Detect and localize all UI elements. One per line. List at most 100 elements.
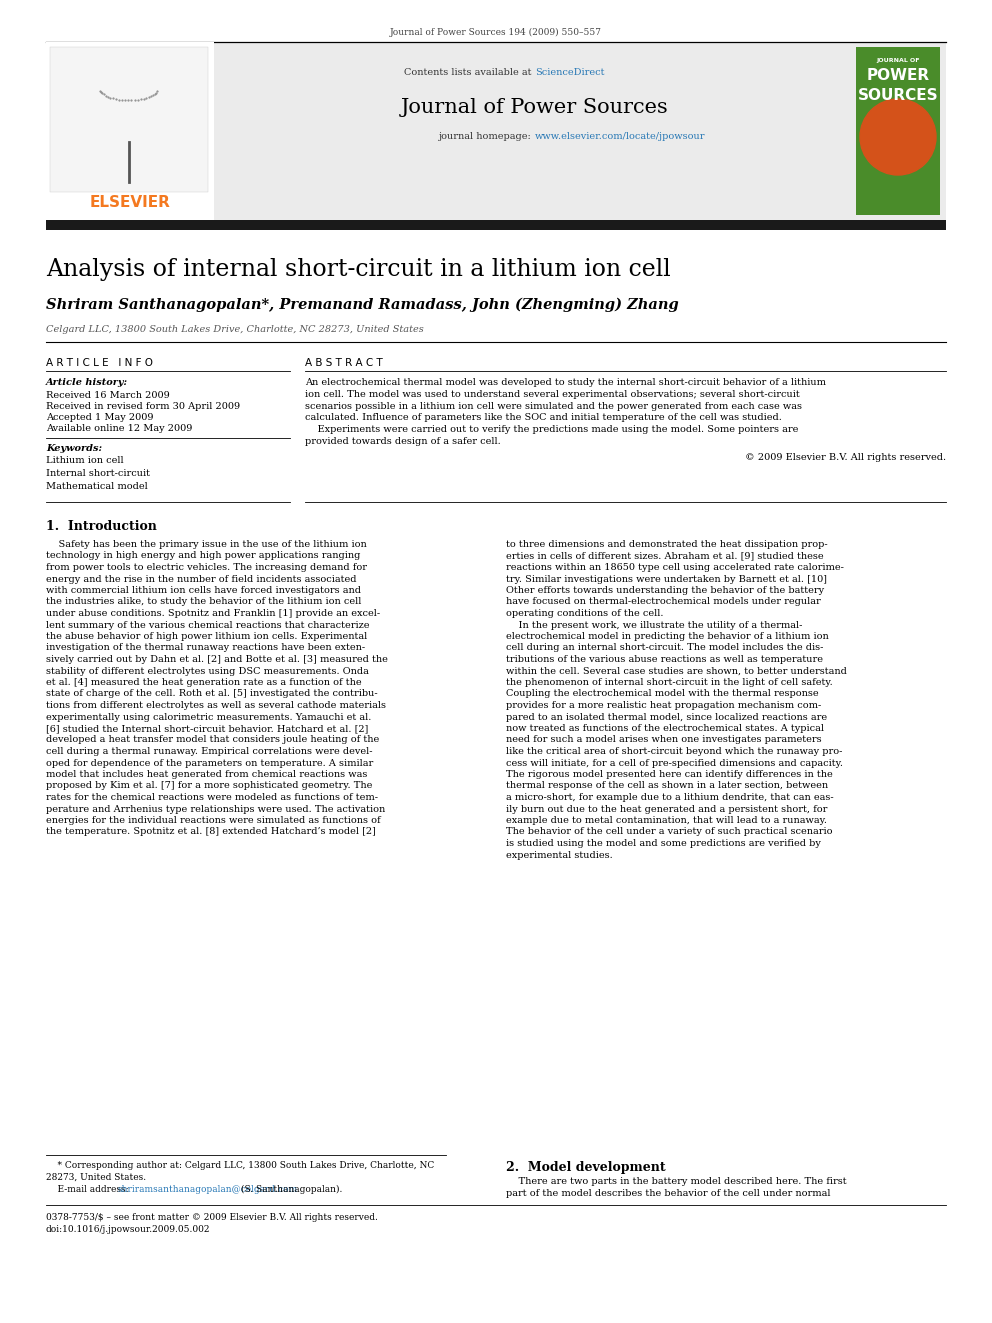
Point [147, 83, 163, 105]
Text: the temperature. Spotnitz et al. [8] extended Hatchard’s model [2]: the temperature. Spotnitz et al. [8] ext… [46, 827, 376, 836]
Point [149, 82, 165, 103]
Point [100, 86, 116, 107]
Text: sively carried out by Dahn et al. [2] and Botte et al. [3] measured the: sively carried out by Dahn et al. [2] an… [46, 655, 388, 664]
Text: Celgard LLC, 13800 South Lakes Drive, Charlotte, NC 28273, United States: Celgard LLC, 13800 South Lakes Drive, Ch… [46, 325, 424, 333]
Text: Mathematical model: Mathematical model [46, 482, 148, 491]
Point [143, 86, 159, 107]
Text: like the critical area of short-circuit beyond which the runaway pro-: like the critical area of short-circuit … [506, 747, 842, 755]
Text: Keywords:: Keywords: [46, 445, 102, 452]
Text: Safety has been the primary issue in the use of the lithium ion: Safety has been the primary issue in the… [46, 540, 367, 549]
Text: 0378-7753/$ – see front matter © 2009 Elsevier B.V. All rights reserved.: 0378-7753/$ – see front matter © 2009 El… [46, 1213, 378, 1222]
Point [145, 85, 161, 106]
Text: ELSEVIER: ELSEVIER [89, 194, 171, 210]
Text: ScienceDirect: ScienceDirect [535, 67, 604, 77]
Point [141, 86, 157, 107]
Text: Coupling the electrochemical model with the thermal response: Coupling the electrochemical model with … [506, 689, 818, 699]
Point [117, 90, 133, 111]
Point [136, 89, 152, 110]
Text: et al. [4] measured the heat generation rate as a function of the: et al. [4] measured the heat generation … [46, 677, 362, 687]
Text: energies for the individual reactions were simulated as functions of: energies for the individual reactions we… [46, 816, 381, 826]
Point [108, 89, 124, 110]
Text: 1.  Introduction: 1. Introduction [46, 520, 157, 533]
Text: Journal of Power Sources 194 (2009) 550–557: Journal of Power Sources 194 (2009) 550–… [390, 28, 602, 37]
Point [133, 89, 149, 110]
Text: doi:10.1016/j.jpowsour.2009.05.002: doi:10.1016/j.jpowsour.2009.05.002 [46, 1225, 210, 1234]
Text: Accepted 1 May 2009: Accepted 1 May 2009 [46, 413, 154, 422]
Text: A B S T R A C T: A B S T R A C T [305, 359, 383, 368]
Text: electrochemical model in predicting the behavior of a lithium ion: electrochemical model in predicting the … [506, 632, 828, 642]
Text: Available online 12 May 2009: Available online 12 May 2009 [46, 423, 192, 433]
Text: the abuse behavior of high power lithium ion cells. Experimental: the abuse behavior of high power lithium… [46, 632, 367, 642]
Text: provides for a more realistic heat propagation mechanism com-: provides for a more realistic heat propa… [506, 701, 821, 710]
Text: The behavior of the cell under a variety of such practical scenario: The behavior of the cell under a variety… [506, 827, 832, 836]
Text: * Corresponding author at: Celgard LLC, 13800 South Lakes Drive, Charlotte, NC: * Corresponding author at: Celgard LLC, … [46, 1162, 434, 1170]
Text: An electrochemical thermal model was developed to study the internal short-circu: An electrochemical thermal model was dev… [305, 378, 826, 388]
Text: Article history:: Article history: [46, 378, 128, 388]
Text: journal homepage:: journal homepage: [439, 132, 535, 142]
Text: Contents lists available at: Contents lists available at [405, 67, 535, 77]
Text: (S. Santhanagopalan).: (S. Santhanagopalan). [238, 1185, 342, 1195]
Text: thermal response of the cell as shown in a later section, between: thermal response of the cell as shown in… [506, 782, 828, 791]
Text: the industries alike, to study the behavior of the lithium ion cell: the industries alike, to study the behav… [46, 598, 361, 606]
Point [93, 81, 109, 102]
Text: ily burn out due to the heat generated and a persistent short, for: ily burn out due to the heat generated a… [506, 804, 827, 814]
Text: need for such a model arises when one investigates parameters: need for such a model arises when one in… [506, 736, 821, 745]
Text: experimental studies.: experimental studies. [506, 851, 613, 860]
Point [94, 82, 110, 103]
Point [102, 87, 118, 108]
Point [105, 87, 121, 108]
Bar [856, 48, 940, 216]
Text: pared to an isolated thermal model, since localized reactions are: pared to an isolated thermal model, sinc… [506, 713, 827, 721]
Text: shriramsanthanagopalan@celgard.com: shriramsanthanagopalan@celgard.com [117, 1185, 298, 1193]
Text: technology in high energy and high power applications ranging: technology in high energy and high power… [46, 552, 360, 561]
Text: state of charge of the cell. Roth et al. [5] investigated the contribu-: state of charge of the cell. Roth et al.… [46, 689, 378, 699]
Point [111, 89, 127, 110]
Point [130, 90, 146, 111]
Point [114, 90, 130, 111]
Text: scenarios possible in a lithium ion cell were simulated and the power generated : scenarios possible in a lithium ion cell… [305, 402, 802, 410]
Text: erties in cells of different sizes. Abraham et al. [9] studied these: erties in cells of different sizes. Abra… [506, 552, 823, 561]
Point [92, 79, 108, 101]
Point [127, 90, 143, 111]
Text: from power tools to electric vehicles. The increasing demand for: from power tools to electric vehicles. T… [46, 564, 367, 572]
Text: tions from different electrolytes as well as several cathode materials: tions from different electrolytes as wel… [46, 701, 386, 710]
Text: cell during an internal short-circuit. The model includes the dis-: cell during an internal short-circuit. T… [506, 643, 823, 652]
Text: Journal of Power Sources: Journal of Power Sources [401, 98, 669, 116]
Text: [6] studied the Internal short-circuit behavior. Hatchard et al. [2]: [6] studied the Internal short-circuit b… [46, 724, 368, 733]
Text: lent summary of the various chemical reactions that characterize: lent summary of the various chemical rea… [46, 620, 369, 630]
Point [150, 81, 166, 102]
Text: try. Similar investigations were undertaken by Barnett et al. [10]: try. Similar investigations were underta… [506, 574, 827, 583]
Text: 28273, United States.: 28273, United States. [46, 1174, 146, 1181]
Text: to three dimensions and demonstrated the heat dissipation prop-: to three dimensions and demonstrated the… [506, 540, 827, 549]
Text: with commercial lithium ion cells have forced investigators and: with commercial lithium ion cells have f… [46, 586, 361, 595]
Text: is studied using the model and some predictions are verified by: is studied using the model and some pred… [506, 839, 820, 848]
Point [98, 85, 114, 106]
Text: JOURNAL OF: JOURNAL OF [876, 58, 920, 64]
Text: ion cell. The model was used to understand several experimental observations; se: ion cell. The model was used to understa… [305, 390, 800, 398]
Text: developed a heat transfer model that considers joule heating of the: developed a heat transfer model that con… [46, 736, 379, 745]
Text: POWER: POWER [866, 67, 930, 83]
Text: part of the model describes the behavior of the cell under normal: part of the model describes the behavior… [506, 1189, 830, 1199]
Text: Other efforts towards understanding the behavior of the battery: Other efforts towards understanding the … [506, 586, 824, 595]
Text: under abuse conditions. Spotnitz and Franklin [1] provide an excel-: under abuse conditions. Spotnitz and Fra… [46, 609, 380, 618]
Text: In the present work, we illustrate the utility of a thermal-: In the present work, we illustrate the u… [506, 620, 803, 630]
Text: A R T I C L E   I N F O: A R T I C L E I N F O [46, 359, 153, 368]
Circle shape [860, 99, 936, 175]
Text: Received in revised form 30 April 2009: Received in revised form 30 April 2009 [46, 402, 240, 411]
Text: rates for the chemical reactions were modeled as functions of tem-: rates for the chemical reactions were mo… [46, 792, 378, 802]
Text: tributions of the various abuse reactions as well as temperature: tributions of the various abuse reaction… [506, 655, 823, 664]
Text: experimentally using calorimetric measurements. Yamauchi et al.: experimentally using calorimetric measur… [46, 713, 371, 721]
Text: provided towards design of a safer cell.: provided towards design of a safer cell. [305, 437, 501, 446]
Text: energy and the rise in the number of field incidents associated: energy and the rise in the number of fie… [46, 574, 356, 583]
Text: cell during a thermal runaway. Empirical correlations were devel-: cell during a thermal runaway. Empirical… [46, 747, 373, 755]
Bar [46, 220, 946, 230]
Text: now treated as functions of the electrochemical states. A typical: now treated as functions of the electroc… [506, 724, 824, 733]
Text: a micro-short, for example due to a lithium dendrite, that can eas-: a micro-short, for example due to a lith… [506, 792, 833, 802]
Text: www.elsevier.com/locate/jpowsour: www.elsevier.com/locate/jpowsour [535, 132, 705, 142]
Point [123, 90, 139, 111]
Text: © 2009 Elsevier B.V. All rights reserved.: © 2009 Elsevier B.V. All rights reserved… [745, 452, 946, 462]
Text: the phenomenon of internal short-circuit in the light of cell safety.: the phenomenon of internal short-circuit… [506, 677, 832, 687]
Point [120, 90, 136, 111]
Text: Internal short-circuit: Internal short-circuit [46, 468, 150, 478]
Text: calculated. Influence of parameters like the SOC and initial temperature of the : calculated. Influence of parameters like… [305, 413, 782, 422]
